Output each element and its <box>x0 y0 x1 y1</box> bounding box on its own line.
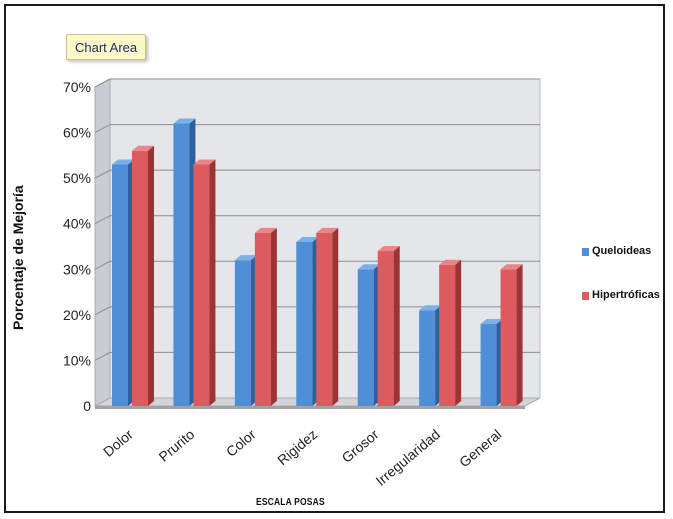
bar-front <box>296 241 313 406</box>
bar-top <box>296 236 319 242</box>
bar-hipertróficas-grosor <box>377 246 400 406</box>
y-tick-label: 60% <box>63 125 91 141</box>
bar-top <box>173 118 196 124</box>
bar-front <box>316 232 333 406</box>
bar-queloideas-dolor <box>112 159 134 406</box>
bar-front <box>377 251 394 406</box>
bar-front <box>234 260 251 406</box>
x-axis-title: ESCALA POSAS <box>256 497 325 508</box>
bar-front <box>112 164 128 406</box>
bar-top <box>480 318 503 324</box>
bar-top <box>132 145 154 151</box>
y-tick-label: 20% <box>63 307 91 323</box>
x-axis-ticks: Dolor Prurito Color Rigidez GrosorIrregulari… <box>100 426 504 489</box>
bar-side <box>148 145 154 407</box>
chart-area-tooltip: Chart Area <box>66 34 147 60</box>
bar-queloideas-general <box>480 318 503 406</box>
legend-swatch-queloideas <box>582 248 589 256</box>
bar-side <box>209 159 216 406</box>
y-axis-title: Porcentaje de Mejoría <box>10 185 26 330</box>
y-tick-label: 10% <box>63 352 91 368</box>
x-tick-label-rigidez: Rigidez <box>274 426 320 468</box>
legend-label-hipertroficas: Hipertróficas <box>592 289 660 301</box>
gridline-5 <box>94 169 540 179</box>
bar-top <box>419 305 442 311</box>
bar-hipertróficas-general <box>500 264 523 406</box>
bar-top <box>500 264 523 270</box>
bar-top <box>254 227 277 233</box>
y-axis-ticks: 0 10% 20% 30% 40% 50% 60% 70% <box>63 79 91 414</box>
y-tick-label: 30% <box>63 261 91 277</box>
bars <box>112 118 523 407</box>
legend-swatch-hipertroficas <box>582 292 589 300</box>
x-tick-label-general: General <box>456 426 504 470</box>
bar-queloideas-prurito <box>173 118 196 406</box>
bar-top <box>357 264 380 270</box>
y-tick-label: 0 <box>83 398 91 414</box>
bar-hipertróficas-prurito <box>193 159 216 406</box>
bar-queloideas-color <box>234 255 257 406</box>
bar-top <box>439 259 462 265</box>
bar-front <box>132 150 148 406</box>
x-tick-label-grosor: Grosor <box>339 426 382 466</box>
y-tick-label: 40% <box>63 216 91 232</box>
bar-front <box>480 323 497 406</box>
bar-queloideas-grosor <box>357 264 380 406</box>
bar-hipertróficas-rigidez <box>316 227 339 406</box>
y-tick-label: 70% <box>63 79 91 95</box>
bar-side <box>332 227 339 406</box>
x-tick-label-color: Color <box>223 426 259 460</box>
bar-hipertróficas-dolor <box>132 145 154 407</box>
bar-hipertróficas-color <box>254 227 277 406</box>
bar-front <box>173 123 190 406</box>
bar-hipertróficas-irregularidad <box>439 259 462 406</box>
gridline-4 <box>94 215 540 225</box>
bar-top <box>234 255 257 261</box>
bar-front <box>193 164 210 406</box>
x-tick-label-irregularidad: Irregularidad <box>373 426 444 489</box>
gridline-6 <box>94 124 540 134</box>
bar-side <box>393 246 400 406</box>
floor-edge <box>95 406 525 409</box>
bar-front <box>419 310 436 406</box>
bar-side <box>455 259 462 406</box>
y-tick-label: 50% <box>63 170 91 186</box>
bar-front <box>357 269 374 406</box>
bar-side <box>270 227 277 406</box>
bar-side <box>516 264 523 406</box>
bar-top <box>377 246 400 252</box>
bar-front <box>254 232 271 406</box>
x-tick-label-dolor: Dolor <box>100 426 136 460</box>
x-tick-label-prurito: Prurito <box>155 426 197 465</box>
bar-front <box>500 269 517 406</box>
bar-queloideas-rigidez <box>296 236 319 406</box>
gridline-7 <box>94 78 540 88</box>
bar-top <box>316 227 339 233</box>
bar-top <box>112 159 134 165</box>
bar-queloideas-irregularidad <box>419 305 442 406</box>
bar-front <box>439 264 456 406</box>
bar-top <box>193 159 216 165</box>
legend-label-queloideas: Queloideas <box>592 245 652 257</box>
